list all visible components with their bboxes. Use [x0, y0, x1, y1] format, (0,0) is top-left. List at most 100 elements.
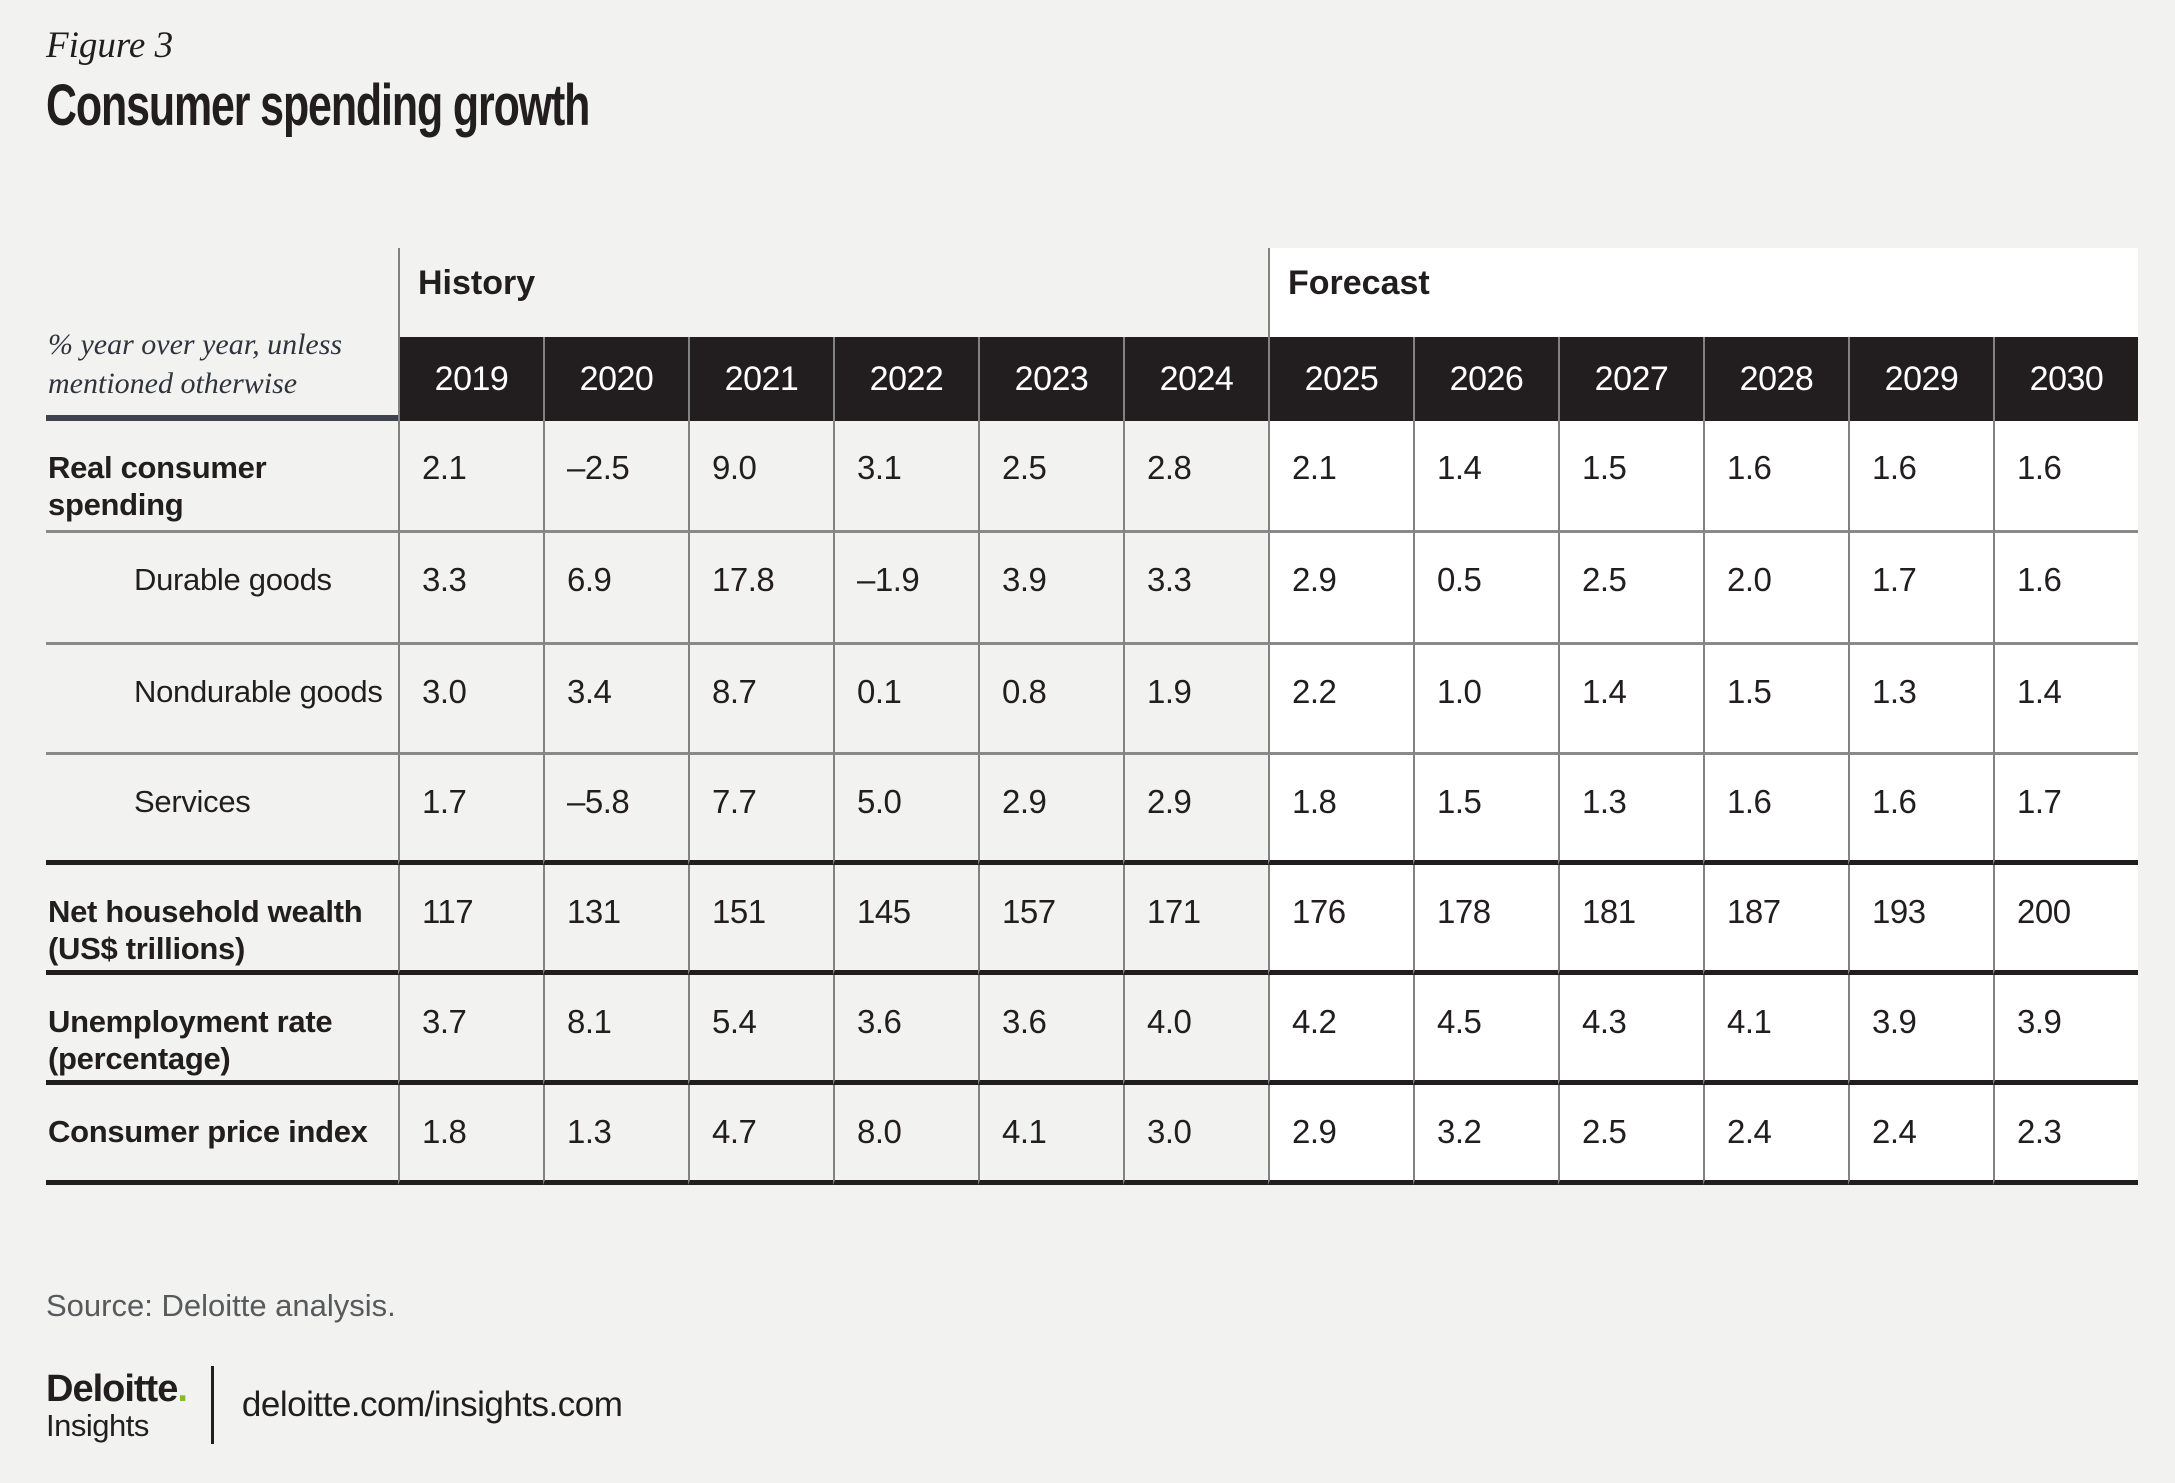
table-cell: 2.5 — [1558, 1085, 1703, 1185]
section-header-forecast: Forecast — [1268, 248, 2138, 337]
row-label: Unemployment rate (percentage) — [46, 975, 398, 1085]
table-cell: 200 — [1993, 865, 2138, 975]
table-cell: 2.8 — [1123, 421, 1268, 533]
table-cell: 0.1 — [833, 645, 978, 755]
year-header-2019: 2019 — [398, 337, 543, 421]
deloitte-insights-logo: Deloitte. Insights deloitte.com/insights… — [46, 1366, 623, 1444]
year-header-2020: 2020 — [543, 337, 688, 421]
source-note: Source: Deloitte analysis. — [46, 1288, 396, 1323]
table-cell: 2.2 — [1268, 645, 1413, 755]
brand-name: Deloitte — [46, 1367, 178, 1410]
insights-url: deloitte.com/insights.com — [241, 1385, 623, 1424]
table-cell: 181 — [1558, 865, 1703, 975]
table-cell: 157 — [978, 865, 1123, 975]
page-title: Consumer spending growth — [46, 73, 590, 138]
table-cell: 117 — [398, 865, 543, 975]
table-cell: 4.0 — [1123, 975, 1268, 1085]
table-cell: 1.5 — [1413, 755, 1558, 865]
table-cell: 1.7 — [398, 755, 543, 865]
brand-sub: Insights — [46, 1407, 149, 1443]
table-cell: 4.5 — [1413, 975, 1558, 1085]
row-label: Real consumer spending — [46, 421, 398, 533]
table-cell: 8.1 — [543, 975, 688, 1085]
table-cell: 187 — [1703, 865, 1848, 975]
table-cell: 0.8 — [978, 645, 1123, 755]
year-header-2025: 2025 — [1268, 337, 1413, 421]
table-cell: 1.3 — [1848, 645, 1993, 755]
table-cell: 2.5 — [978, 421, 1123, 533]
table-cell: 1.6 — [1703, 755, 1848, 865]
table-cell: 1.7 — [1993, 755, 2138, 865]
table-cell: –1.9 — [833, 533, 978, 645]
logo-divider — [210, 1366, 214, 1444]
table-cell: 131 — [543, 865, 688, 975]
table-cell: 151 — [688, 865, 833, 975]
table-cell: 3.0 — [398, 645, 543, 755]
table-cell: 3.3 — [1123, 533, 1268, 645]
table-cell: 4.3 — [1558, 975, 1703, 1085]
table-cell: 2.5 — [1558, 533, 1703, 645]
table-cell: 1.4 — [1993, 645, 2138, 755]
table-cell: 7.7 — [688, 755, 833, 865]
year-header-2023: 2023 — [978, 337, 1123, 421]
table-cell: 1.5 — [1558, 421, 1703, 533]
table-cell: 8.0 — [833, 1085, 978, 1185]
table-cell: 6.9 — [543, 533, 688, 645]
table-cell: 2.3 — [1993, 1085, 2138, 1185]
table-cell: 1.4 — [1413, 421, 1558, 533]
year-header-2030: 2030 — [1993, 337, 2138, 421]
table-cell: 2.9 — [1268, 1085, 1413, 1185]
table-cell: 4.7 — [688, 1085, 833, 1185]
table-cell: 1.3 — [1558, 755, 1703, 865]
table-cell: 1.7 — [1848, 533, 1993, 645]
table-cell: 1.6 — [1848, 755, 1993, 865]
table-cell: 3.3 — [398, 533, 543, 645]
table-cell: 2.1 — [398, 421, 543, 533]
table-cell: 1.4 — [1558, 645, 1703, 755]
table-cell: 5.4 — [688, 975, 833, 1085]
year-header-2024: 2024 — [1123, 337, 1268, 421]
table-cell: 3.6 — [978, 975, 1123, 1085]
table-cell: 1.6 — [1993, 533, 2138, 645]
table-cell: 0.5 — [1413, 533, 1558, 645]
table-cell: 3.9 — [978, 533, 1123, 645]
table-cell: 3.2 — [1413, 1085, 1558, 1185]
table-cell: 1.9 — [1123, 645, 1268, 755]
table-cell: 193 — [1848, 865, 1993, 975]
table-cell: 4.2 — [1268, 975, 1413, 1085]
year-header-2022: 2022 — [833, 337, 978, 421]
table-cell: 2.0 — [1703, 533, 1848, 645]
row-label: Nondurable goods — [46, 645, 398, 755]
table-cell: 3.9 — [1993, 975, 2138, 1085]
table-cell: 2.9 — [1123, 755, 1268, 865]
deloitte-green-dot: . — [177, 1367, 188, 1410]
figure-label: Figure 3 — [46, 25, 174, 66]
table-cell: 1.6 — [1848, 421, 1993, 533]
table-cell: 8.7 — [688, 645, 833, 755]
row-label: Durable goods — [46, 533, 398, 645]
deloitte-wordmark: Deloitte. Insights — [46, 1367, 188, 1443]
table-cell: 3.4 — [543, 645, 688, 755]
table-cell: –5.8 — [543, 755, 688, 865]
table-cell: 2.1 — [1268, 421, 1413, 533]
table-cell: 176 — [1268, 865, 1413, 975]
table-cell: 2.9 — [978, 755, 1123, 865]
table-cell: 1.6 — [1993, 421, 2138, 533]
table-cell: 1.5 — [1703, 645, 1848, 755]
table-cell: 17.8 — [688, 533, 833, 645]
year-header-2028: 2028 — [1703, 337, 1848, 421]
table-cell: 9.0 — [688, 421, 833, 533]
table-cell: 4.1 — [978, 1085, 1123, 1185]
table-cell: 1.0 — [1413, 645, 1558, 755]
year-header-2026: 2026 — [1413, 337, 1558, 421]
table-cell: 5.0 — [833, 755, 978, 865]
table-cell: 1.3 — [543, 1085, 688, 1185]
table-cell: 2.9 — [1268, 533, 1413, 645]
table-cell: 4.1 — [1703, 975, 1848, 1085]
table-cell: 171 — [1123, 865, 1268, 975]
table-cell: 1.8 — [398, 1085, 543, 1185]
row-label: Consumer price index — [46, 1085, 398, 1185]
table-cell: 1.6 — [1703, 421, 1848, 533]
unit-note: % year over year, unless mentioned other… — [46, 248, 398, 421]
